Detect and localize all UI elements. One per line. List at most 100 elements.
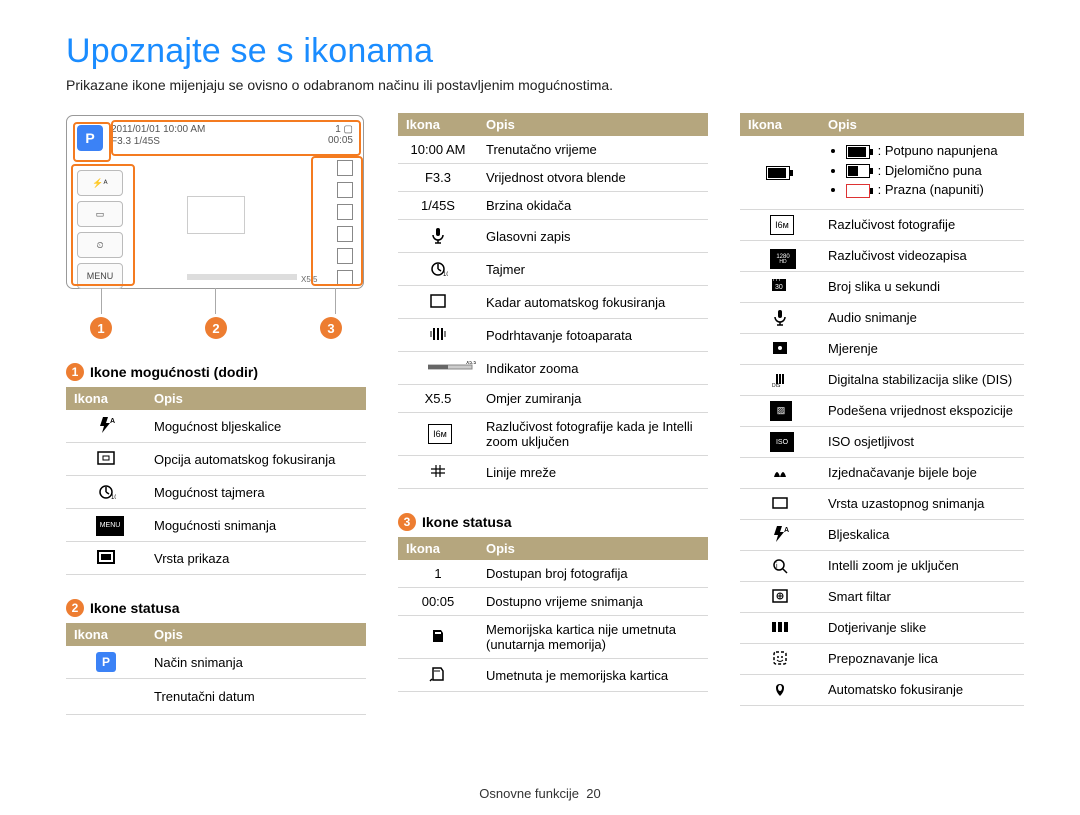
page-subtitle: Prikazane ikone mijenjaju se ovisno o od…: [66, 77, 1024, 93]
card-none-icon: [428, 627, 448, 647]
callout-box-2: [111, 120, 361, 156]
drive-icon: [770, 494, 790, 514]
desc-cell: Dostupno vrijeme snimanja: [478, 588, 708, 616]
table-2a: Ikona Opis PNačin snimanjaTrenutačni dat…: [66, 623, 366, 715]
desc-cell: Mjerenje: [820, 333, 1024, 364]
svg-text:10: 10: [111, 495, 116, 500]
callout-box-topleft: [73, 122, 111, 162]
dis-icon: DIS: [770, 370, 790, 390]
table-row: Izjednačavanje bijele boje: [740, 457, 1024, 488]
desc-cell: Podrhtavanje fotoaparata: [478, 319, 708, 352]
table-row: 1280HDRazlučivost videozapisa: [740, 240, 1024, 271]
iso-icon: ISO: [770, 432, 790, 452]
camera-screen-graphic: P 2011/01/01 10:00 AM F3.3 1/45S 1 ▢ 00:…: [66, 115, 366, 339]
icon-cell: [398, 659, 478, 692]
table-row: DIS Digitalna stabilizacija slike (DIS): [740, 364, 1024, 395]
desc-cell: Tajmer: [478, 253, 708, 286]
th-icon: Ikona: [66, 623, 146, 646]
table-row: Prepoznavanje lica: [740, 643, 1024, 674]
icon-cell: [740, 612, 820, 643]
page-title: Upoznajte se s ikonama: [66, 32, 1024, 71]
icon-cell: A: [740, 519, 820, 550]
vid1280-icon: 1280HD: [770, 246, 790, 266]
battery-row: : Potpuno napunjena : Djelomično puna : …: [740, 136, 1024, 209]
p-mode-icon: P: [96, 652, 116, 672]
text-icon: 00:05: [422, 594, 455, 609]
battery-half-label: Djelomično puna: [885, 163, 982, 178]
intelli-icon: i: [770, 556, 790, 576]
flash-a-icon: A: [770, 525, 790, 545]
footer-page: 20: [586, 786, 600, 801]
section-3-title: Ikone statusa: [422, 514, 511, 530]
marker-1: 1: [90, 317, 112, 339]
table-row: Podrhtavanje fotoaparata: [398, 319, 708, 352]
icon-cell: 10: [66, 476, 146, 509]
desc-cell: Mogućnosti snimanja: [146, 509, 366, 542]
icon-cell: [740, 488, 820, 519]
table-row: Umetnuta je memorijska kartica: [398, 659, 708, 692]
text-icon: X5.5: [425, 391, 452, 406]
marker-2: 2: [205, 317, 227, 339]
table-row: F3.3Vrijednost otvora blende: [398, 164, 708, 192]
page: Upoznajte se s ikonama Prikazane ikone m…: [0, 0, 1080, 815]
icon-cell: [398, 616, 478, 659]
table-row: AMogućnost bljeskalice: [66, 410, 366, 443]
battery-list: : Potpuno napunjena : Djelomično puna : …: [828, 141, 1016, 204]
icon-cell: MENU: [66, 509, 146, 542]
desc-cell: Smart filtar: [820, 581, 1024, 612]
th-icon: Ikona: [398, 113, 478, 136]
icon-cell: [66, 679, 146, 715]
table-row: I6ᴍRazlučivost fotografije: [740, 209, 1024, 240]
desc-cell: Automatsko fokusiranje: [820, 674, 1024, 705]
icon-cell: X5.5: [398, 352, 478, 385]
icon-cell: [740, 674, 820, 705]
section-2-head: 2 Ikone statusa: [66, 599, 366, 617]
table-header: Ikona Opis: [66, 623, 366, 646]
table-row: 10 Tajmer: [398, 253, 708, 286]
zoom-bar-icon: X5.5: [428, 358, 448, 378]
table-row: PNačin snimanja: [66, 646, 366, 679]
desc-cell: Intelli zoom je uključen: [820, 550, 1024, 581]
flash-a-icon: A: [96, 416, 116, 436]
icon-cell: 10: [398, 253, 478, 286]
markers-row: 1 2 3: [66, 317, 362, 339]
desc-cell: Digitalna stabilizacija slike (DIS): [820, 364, 1024, 395]
icon-cell: 30: [740, 271, 820, 302]
icon-cell: ▨: [740, 395, 820, 426]
table-header: Ikona Opis: [66, 387, 366, 410]
icon-cell: 00:05: [398, 588, 478, 616]
desc-cell: Mogućnost tajmera: [146, 476, 366, 509]
smart-icon: [770, 587, 790, 607]
table-2b: Ikona Opis 10:00 AMTrenutačno vrijemeF3.…: [398, 113, 708, 489]
icon-cell: [66, 542, 146, 575]
column-3: Ikona Opis : Potpuno napunjena : Djelomi…: [740, 113, 1024, 715]
meter-icon: [770, 339, 790, 359]
th-desc: Opis: [820, 113, 1024, 136]
timer-icon: 10: [428, 259, 448, 279]
desc-cell: Memorijska kartica nije umetnuta (unutar…: [478, 616, 708, 659]
table-row: ISO ISO osjetljivost: [740, 426, 1024, 457]
desc-cell: ISO osjetljivost: [820, 426, 1024, 457]
table-row: 1/45SBrzina okidača: [398, 192, 708, 220]
mic-icon: [770, 308, 790, 328]
res16m-icon: I6ᴍ: [428, 424, 448, 444]
icon-cell: 10:00 AM: [398, 136, 478, 164]
display-icon: [96, 548, 116, 568]
section-1-head: 1 Ikone mogućnosti (dodir): [66, 363, 366, 381]
desc-cell: Opcija automatskog fokusiranja: [146, 443, 366, 476]
table-row: X5.5Indikator zooma: [398, 352, 708, 385]
column-2: Ikona Opis 10:00 AMTrenutačno vrijemeF3.…: [398, 113, 708, 715]
table-row: Opcija automatskog fokusiranja: [66, 443, 366, 476]
battery-empty-label: Prazna (napuniti): [885, 182, 984, 197]
icon-cell: F3.3: [398, 164, 478, 192]
date-icon: [96, 685, 116, 705]
icon-cell: A: [66, 410, 146, 443]
marker-2b: 2: [66, 599, 84, 617]
section-3-head: 3 Ikone statusa: [398, 513, 708, 531]
frame-icon: [428, 292, 448, 312]
table-row: 30Broj slika u sekundi: [740, 271, 1024, 302]
battery-full-icon2: [846, 145, 870, 159]
table-row: Audio snimanje: [740, 302, 1024, 333]
desc-cell: Trenutačni datum: [146, 679, 366, 715]
table-row: Dotjerivanje slike: [740, 612, 1024, 643]
